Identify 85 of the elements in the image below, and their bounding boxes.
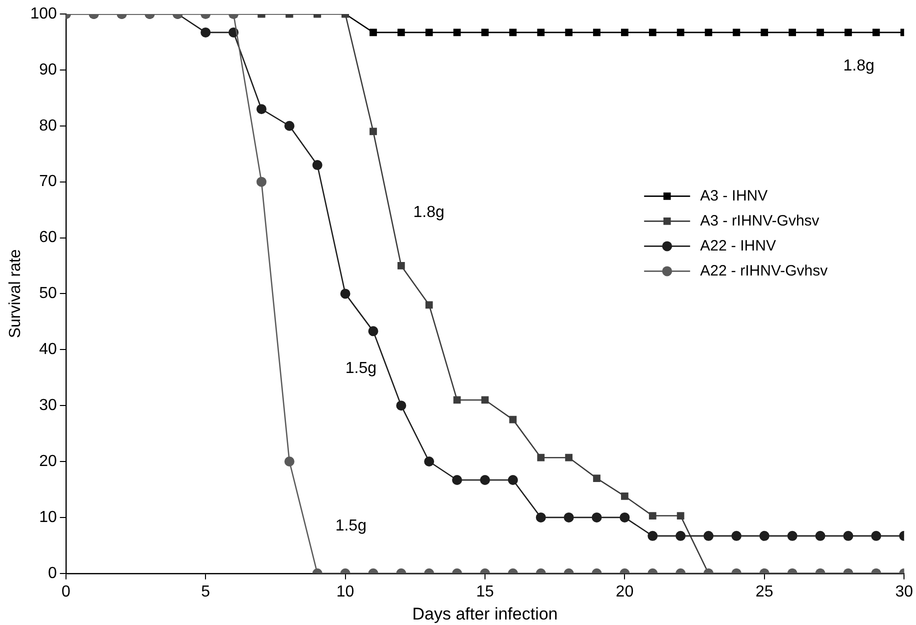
point [424,456,434,467]
point [481,396,489,404]
point [593,28,600,36]
point [397,28,405,36]
point [592,512,602,522]
y-tick-label: 70 [39,173,57,190]
x-tick-label: 30 [895,583,914,600]
point [368,326,378,336]
point [648,28,656,36]
legend-label: A22 - IHNV [700,237,776,254]
point [787,530,798,541]
point [452,474,462,485]
point [648,512,656,520]
point [397,262,405,270]
annotation: 1.8g [413,204,444,221]
point [871,530,882,541]
annotation: 1.5g [345,360,377,378]
point [593,474,600,482]
point [648,530,658,541]
x-tick-label: 10 [336,583,354,600]
point [704,28,712,36]
x-tick-label: 20 [616,583,634,600]
point [481,28,489,36]
y-tick-label: 60 [39,229,57,246]
point [425,301,433,309]
point [256,176,266,187]
x-tick-label: 0 [61,583,70,600]
point [284,120,294,131]
point [396,400,406,411]
point [284,456,294,467]
point [370,28,377,36]
x-tick-label: 25 [756,583,774,600]
point [565,454,572,462]
point [759,530,770,541]
point [340,288,350,299]
point [565,28,572,36]
annotation: 1.5g [335,517,366,534]
point [370,128,377,136]
point [788,28,796,36]
x-axis-title: Days after infection [412,604,558,624]
point [815,530,826,541]
point [480,474,490,485]
x-tick-label: 15 [476,583,494,600]
point [537,454,545,462]
point [508,474,518,485]
point [200,27,211,38]
point [843,530,854,541]
y-tick-label: 90 [39,61,57,78]
point [844,28,852,36]
y-axis-title: Survival rate [7,249,24,338]
point [872,28,880,36]
y-tick-label: 20 [39,452,57,470]
y-tick-label: 80 [39,117,57,134]
x-tick-label: 5 [201,583,210,600]
y-tick-label: 40 [39,341,57,358]
point [621,28,628,36]
point [676,28,684,36]
point [425,28,433,36]
y-tick-label: 30 [39,396,57,414]
point [704,530,714,541]
point [676,530,686,541]
point [312,160,322,170]
point [676,512,684,520]
point [536,512,546,522]
y-tick-label: 100 [30,5,57,22]
y-tick-label: 50 [39,285,57,302]
point [621,492,628,500]
legend-label: A3 - IHNV [700,187,768,204]
point [760,28,768,36]
point [732,28,740,36]
legend-label: A22 - rIHNV-Gvhsv [700,262,828,280]
point [564,512,574,522]
point [256,104,266,114]
point [509,28,517,36]
y-tick-label: 10 [39,508,57,526]
point [816,28,824,36]
annotation: 1.8g [843,57,874,74]
point [453,396,461,404]
point [453,28,461,36]
point [537,28,545,36]
point [509,416,517,424]
point [731,530,742,541]
point [620,512,630,522]
y-tick-label: 0 [48,564,57,582]
legend-label: A3 - rIHNV-Gvhsv [700,212,820,230]
